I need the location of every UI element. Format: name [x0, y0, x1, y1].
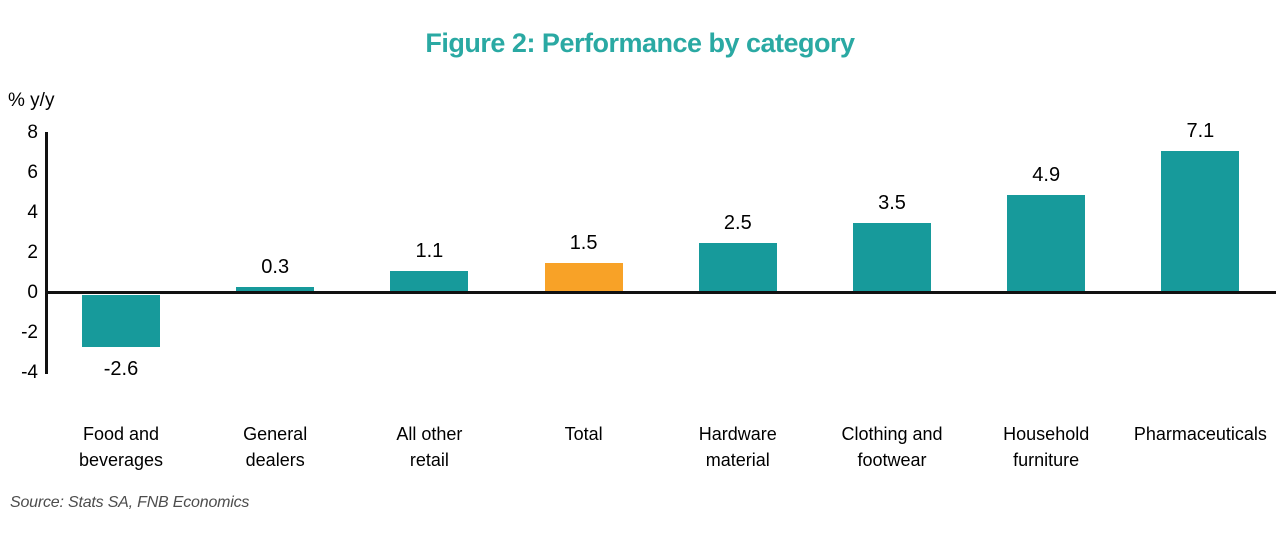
y-tick--4: -4 [21, 361, 38, 383]
value-label-clothing-and-footwear: 3.5 [878, 191, 906, 214]
bar-pharmaceuticals [1161, 150, 1240, 293]
value-label-total: 1.5 [569, 231, 598, 254]
y-axis-unit-label: % y/y [8, 90, 55, 111]
category-label-clothing-and-footwear: Clothing and footwear [841, 424, 943, 470]
y-tick-6: 6 [27, 161, 38, 183]
value-label-food-and-beverages: -2.6 [103, 357, 139, 380]
bar-clothing-and-footwear [853, 222, 931, 293]
value-label-household-furniture: 4.9 [1032, 163, 1061, 186]
value-label-general-dealers: 0.3 [261, 255, 290, 278]
zero-baseline [45, 291, 1276, 294]
category-label-all-other-retail: All other retail [396, 424, 463, 470]
category-label-total: Total [564, 424, 603, 444]
category-label-household-furniture: Household furniture [1003, 424, 1090, 470]
y-tick-0: 0 [27, 281, 38, 303]
bar-food-and-beverages [82, 294, 160, 347]
value-label-all-other-retail: 1.1 [415, 239, 444, 262]
bar-general-dealers [236, 286, 315, 293]
bar-total [544, 262, 623, 293]
value-label-pharmaceuticals: 7.1 [1186, 119, 1215, 142]
y-tick-4: 4 [27, 201, 38, 223]
y-tick-2: 2 [27, 241, 38, 263]
y-axis-line [45, 132, 48, 374]
category-label-food-and-beverages: Food and beverages [78, 424, 164, 470]
category-label-hardware-material: Hardware material [698, 424, 777, 470]
category-label-pharmaceuticals: Pharmaceuticals [1133, 424, 1267, 444]
bar-household-furniture [1007, 194, 1086, 293]
y-tick--2: -2 [21, 321, 38, 343]
category-label-general-dealers: General dealers [243, 424, 308, 470]
y-tick-8: 8 [27, 121, 38, 143]
chart-title: Figure 2: Performance by category [425, 28, 855, 58]
source-note: Source: Stats SA, FNB Economics [10, 494, 250, 511]
bar-hardware-material [698, 242, 777, 293]
bar-all-other-retail [390, 270, 469, 293]
value-label-hardware-material: 2.5 [723, 211, 752, 234]
